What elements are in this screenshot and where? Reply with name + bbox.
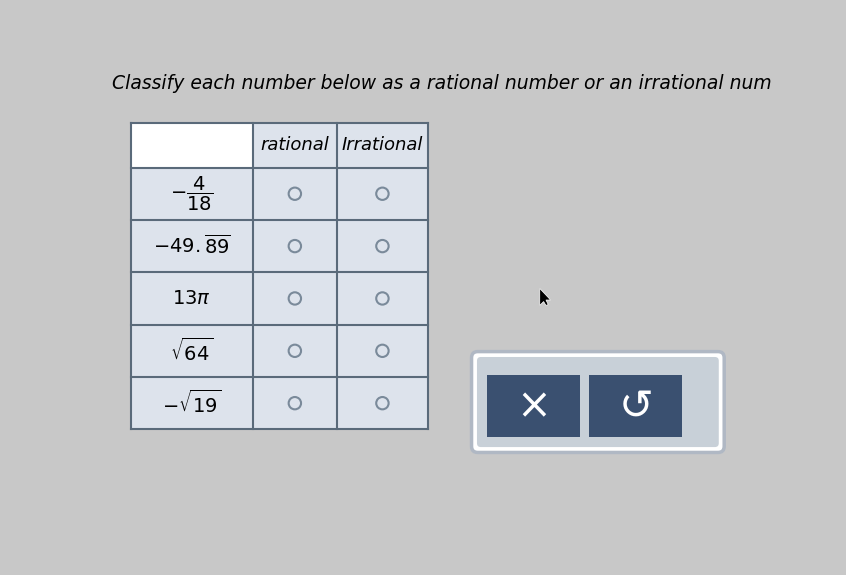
FancyBboxPatch shape (253, 325, 337, 377)
FancyBboxPatch shape (471, 351, 724, 453)
Text: rational: rational (261, 136, 329, 154)
FancyBboxPatch shape (487, 375, 580, 437)
FancyBboxPatch shape (253, 377, 337, 430)
Text: $13\pi$: $13\pi$ (173, 289, 212, 308)
FancyBboxPatch shape (253, 123, 337, 167)
FancyBboxPatch shape (337, 123, 428, 167)
FancyBboxPatch shape (130, 123, 253, 167)
Text: Classify each number below as a rational number or an irrational num: Classify each number below as a rational… (112, 74, 772, 93)
FancyBboxPatch shape (253, 273, 337, 325)
Text: ↺: ↺ (618, 385, 653, 427)
FancyBboxPatch shape (253, 220, 337, 273)
FancyBboxPatch shape (337, 377, 428, 430)
FancyBboxPatch shape (337, 220, 428, 273)
FancyBboxPatch shape (477, 357, 719, 447)
Text: $-\sqrt{19}$: $-\sqrt{19}$ (162, 389, 222, 417)
Text: ×: × (516, 385, 551, 427)
FancyBboxPatch shape (130, 220, 253, 273)
Text: $\sqrt{64}$: $\sqrt{64}$ (170, 337, 213, 365)
Text: $-\dfrac{4}{18}$: $-\dfrac{4}{18}$ (170, 175, 213, 213)
FancyBboxPatch shape (130, 377, 253, 430)
FancyBboxPatch shape (130, 167, 253, 220)
FancyBboxPatch shape (130, 325, 253, 377)
Text: Irrational: Irrational (342, 136, 423, 154)
FancyBboxPatch shape (337, 325, 428, 377)
Text: $-49.\overline{89}$: $-49.\overline{89}$ (153, 234, 231, 258)
FancyBboxPatch shape (253, 167, 337, 220)
Polygon shape (540, 289, 551, 305)
FancyBboxPatch shape (337, 167, 428, 220)
FancyBboxPatch shape (337, 273, 428, 325)
FancyBboxPatch shape (130, 273, 253, 325)
FancyBboxPatch shape (130, 123, 428, 430)
FancyBboxPatch shape (590, 375, 683, 437)
